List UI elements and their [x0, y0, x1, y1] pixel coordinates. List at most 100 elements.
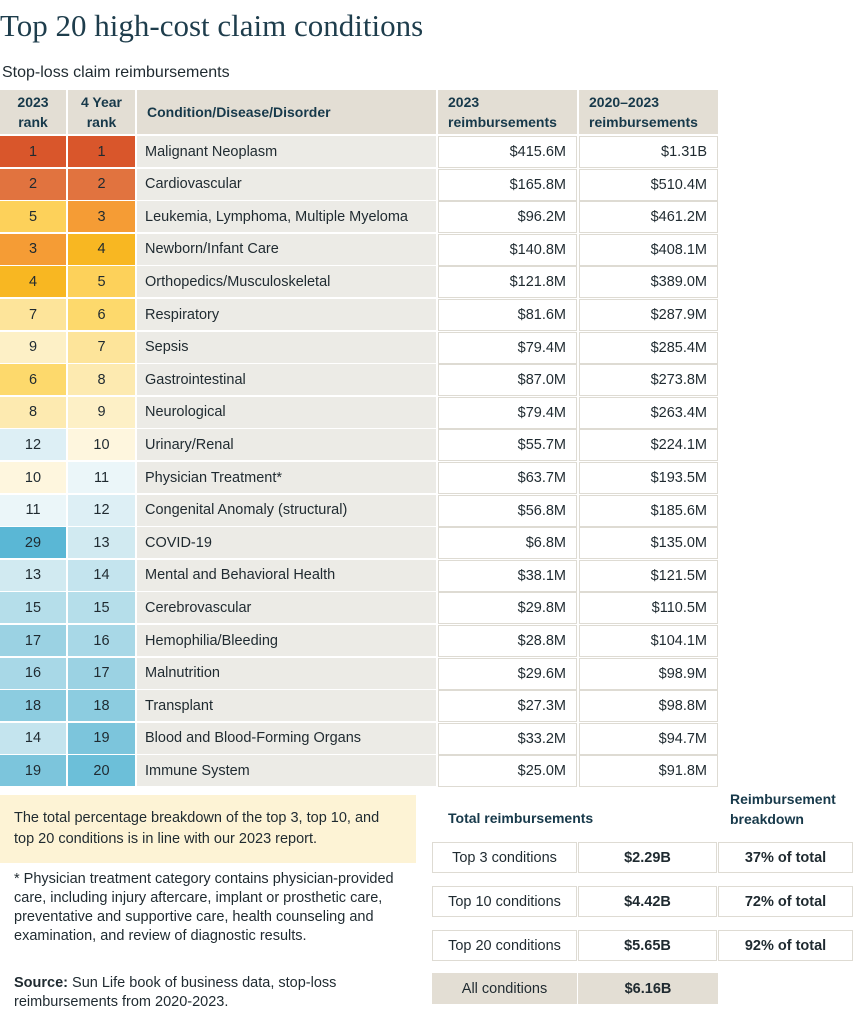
rank-2023: 12	[0, 429, 66, 461]
summary-share: 72% of total	[718, 886, 853, 917]
reimbursement-2023: $96.2M	[438, 201, 577, 234]
rank-2023: 19	[0, 755, 66, 787]
rank-2023: 8	[0, 396, 66, 428]
column-header: 4 Year rank	[68, 90, 135, 134]
rank-4-year: 4	[68, 233, 135, 265]
column-header: Condition/Disease/Disorder	[137, 90, 436, 134]
rank-2023: 13	[0, 559, 66, 591]
rank-2023: 6	[0, 364, 66, 396]
summary-header: Total reimbursements	[448, 810, 594, 826]
condition: Congenital Anomaly (structural)	[137, 494, 436, 526]
condition: COVID-19	[137, 527, 436, 559]
rank-2023: 2	[0, 168, 66, 200]
reimbursement-4-year: $263.4M	[579, 396, 718, 429]
rank-2023: 16	[0, 657, 66, 689]
reimbursement-2023: $29.8M	[438, 592, 577, 625]
note: The total percentage breakdown of the to…	[0, 795, 416, 863]
reimbursement-4-year: $461.2M	[579, 201, 718, 234]
reimbursement-4-year: $98.8M	[579, 690, 718, 723]
rank-4-year: 18	[68, 690, 135, 722]
reimbursement-2023: $140.8M	[438, 233, 577, 266]
reimbursement-2023: $79.4M	[438, 331, 577, 364]
reimbursement-2023: $33.2M	[438, 722, 577, 755]
footnote: * Physician treatment category contains …	[14, 871, 394, 944]
condition: Hemophilia/Bleeding	[137, 625, 436, 656]
condition: Newborn/Infant Care	[137, 233, 436, 265]
rank-2023: 7	[0, 299, 66, 330]
condition: Malignant Neoplasm	[137, 136, 436, 167]
rank-4-year: 9	[68, 396, 135, 428]
summary-share: 37% of total	[718, 842, 853, 873]
title: Top 20 high-cost claim conditions	[0, 8, 424, 43]
reimbursement-4-year: $1.31B	[579, 136, 718, 168]
reimbursement-2023: $81.6M	[438, 299, 577, 331]
rank-2023: 4	[0, 266, 66, 298]
reimbursement-2023: $63.7M	[438, 462, 577, 494]
column-header: 2023 rank	[0, 90, 66, 134]
column-header: 2020–2023 reimbursements	[579, 90, 718, 134]
rank-2023: 17	[0, 625, 66, 656]
reimbursement-4-year: $121.5M	[579, 559, 718, 592]
summary-total: $4.42B	[578, 886, 717, 917]
condition: Neurological	[137, 396, 436, 428]
condition: Leukemia, Lymphoma, Multiple Myeloma	[137, 201, 436, 233]
summary-share: 92% of total	[718, 930, 853, 961]
reimbursement-4-year: $408.1M	[579, 233, 718, 266]
reimbursement-4-year: $110.5M	[579, 592, 718, 625]
condition: Transplant	[137, 690, 436, 722]
reimbursement-4-year: $193.5M	[579, 462, 718, 494]
rank-2023: 15	[0, 592, 66, 624]
condition: Mental and Behavioral Health	[137, 559, 436, 591]
rank-4-year: 8	[68, 364, 135, 396]
source-label: Source:	[14, 975, 68, 991]
condition: Physician Treatment*	[137, 462, 436, 493]
reimbursement-4-year: $94.7M	[579, 722, 718, 755]
reimbursement-2023: $38.1M	[438, 559, 577, 592]
subtitle: Stop-loss claim reimbursements	[2, 64, 230, 81]
condition: Urinary/Renal	[137, 429, 436, 461]
reimbursement-2023: $28.8M	[438, 625, 577, 657]
rank-4-year: 6	[68, 299, 135, 330]
condition: Orthopedics/Musculoskeletal	[137, 266, 436, 298]
column-header: 2023 reimbursements	[438, 90, 577, 134]
summary-label: Top 3 conditions	[432, 842, 577, 873]
source: Source: Sun Life book of business data, …	[14, 974, 409, 1012]
reimbursement-4-year: $104.1M	[579, 625, 718, 657]
reimbursement-4-year: $224.1M	[579, 429, 718, 462]
source-text: Sun Life book of business data, stop-los…	[14, 975, 337, 1010]
rank-4-year: 3	[68, 201, 135, 233]
condition: Immune System	[137, 755, 436, 787]
rank-4-year: 20	[68, 755, 135, 787]
reimbursement-4-year: $135.0M	[579, 527, 718, 560]
rank-4-year: 2	[68, 168, 135, 200]
rank-2023: 5	[0, 201, 66, 233]
reimbursement-4-year: $389.0M	[579, 266, 718, 299]
reimbursement-4-year: $98.9M	[579, 657, 718, 690]
reimbursement-2023: $79.4M	[438, 396, 577, 429]
rank-2023: 9	[0, 331, 66, 363]
rank-4-year: 10	[68, 429, 135, 461]
summary-label: Top 10 conditions	[432, 886, 577, 917]
reimbursement-4-year: $510.4M	[579, 168, 718, 201]
reimbursement-2023: $415.6M	[438, 136, 577, 168]
condition: Respiratory	[137, 299, 436, 330]
reimbursement-2023: $56.8M	[438, 494, 577, 527]
condition: Sepsis	[137, 331, 436, 363]
reimbursement-4-year: $285.4M	[579, 331, 718, 364]
reimbursement-2023: $6.8M	[438, 527, 577, 560]
reimbursement-4-year: $273.8M	[579, 364, 718, 397]
rank-4-year: 7	[68, 331, 135, 363]
rank-4-year: 5	[68, 266, 135, 298]
reimbursement-4-year: $185.6M	[579, 494, 718, 527]
rank-4-year: 17	[68, 657, 135, 689]
condition: Blood and Blood-Forming Organs	[137, 722, 436, 754]
all-total: $6.16B	[578, 973, 718, 1004]
condition: Cerebrovascular	[137, 592, 436, 624]
summary-label: Top 20 conditions	[432, 930, 577, 961]
reimbursement-2023: $25.0M	[438, 755, 577, 788]
rank-4-year: 13	[68, 527, 135, 559]
rank-2023: 11	[0, 494, 66, 526]
rank-2023: 10	[0, 462, 66, 493]
condition: Gastrointestinal	[137, 364, 436, 396]
